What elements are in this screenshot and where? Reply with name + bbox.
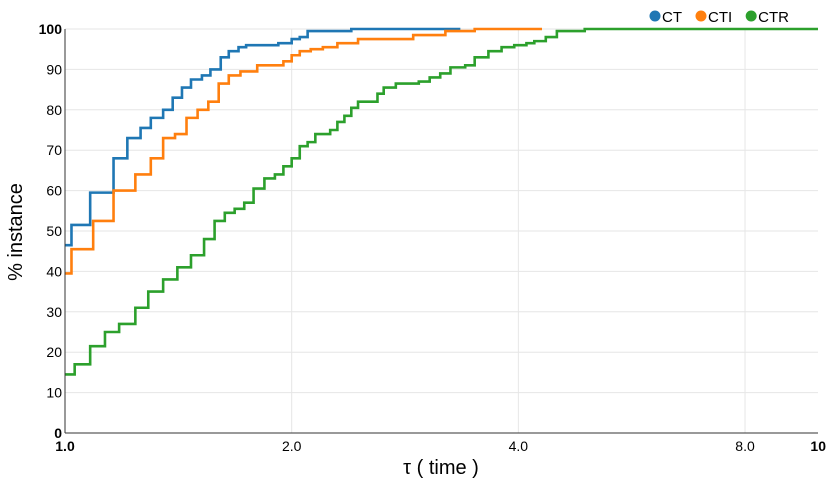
grid-layer: [65, 28, 818, 433]
series-layer: [65, 27, 818, 376]
y-tick-label: 60: [46, 183, 62, 199]
series-line-cti: [65, 27, 542, 275]
x-tick-label: 2.0: [282, 438, 302, 454]
y-tick-label: 0: [54, 425, 62, 441]
y-tick-label: 40: [46, 263, 62, 279]
x-tick-label: 4.0: [509, 438, 529, 454]
series-line-ct: [65, 27, 461, 247]
x-tick-label: 1.0: [55, 438, 75, 454]
y-axis-title: % instance: [5, 183, 27, 281]
y-tick-label: 30: [46, 304, 62, 320]
y-tick-label: 90: [46, 61, 62, 77]
legend: CT CTI CTR: [649, 9, 789, 26]
y-tick-label: 80: [46, 102, 62, 118]
legend-label-ct: CT: [662, 9, 682, 26]
y-tick-label: 10: [46, 385, 62, 401]
x-tick-label: 8.0: [735, 438, 755, 454]
legend-label-ctr: CTR: [758, 9, 789, 26]
legend-marker-ct: [649, 10, 661, 22]
series-line-ctr: [65, 27, 818, 376]
y-tick-label: 70: [46, 142, 62, 158]
x-tick-label: 10: [810, 438, 826, 454]
y-tick-label: 100: [39, 21, 63, 37]
legend-label-cti: CTI: [708, 9, 732, 26]
y-tick-label: 20: [46, 344, 62, 360]
legend-marker-cti: [695, 10, 707, 22]
x-axis-title: τ ( time ): [403, 457, 479, 479]
legend-marker-ctr: [745, 10, 757, 22]
y-tick-label: 50: [46, 223, 62, 239]
axis-layer: 0 10 20 30 40 50 60 70 80 90 100 1.0 2.0 4.0 8.0 10: [39, 21, 827, 454]
